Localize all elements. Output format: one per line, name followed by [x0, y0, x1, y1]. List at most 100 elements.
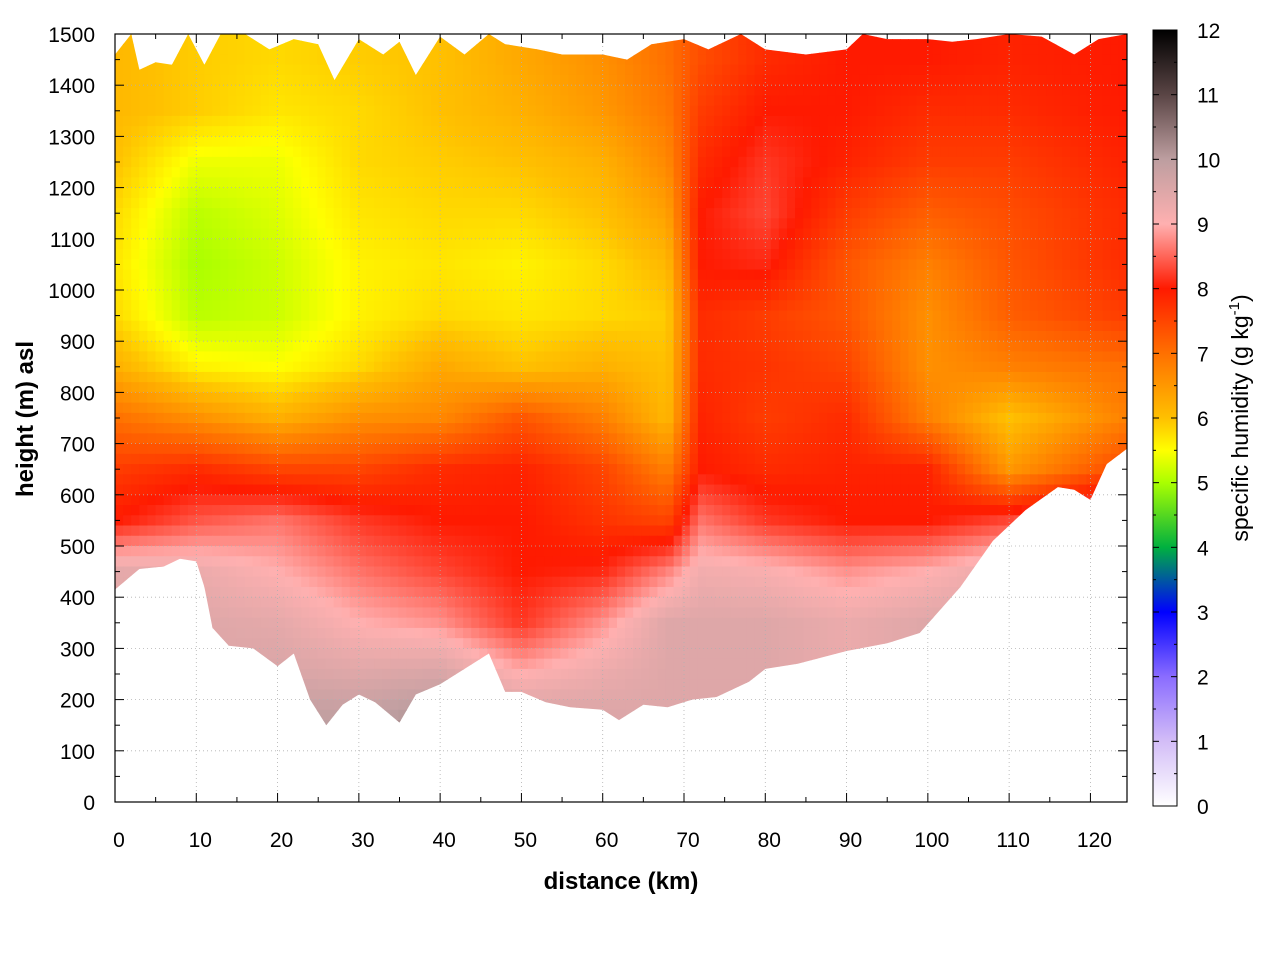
heatmap-cell [600, 371, 610, 383]
heatmap-cell [1037, 167, 1047, 178]
heatmap-cell [285, 228, 294, 240]
heatmap-cell [390, 433, 399, 445]
heatmap-cell [455, 423, 464, 434]
heatmap-cell [365, 392, 375, 404]
heatmap-cell [1086, 136, 1096, 148]
heatmap-cell [1029, 187, 1039, 199]
heatmap-cell [819, 105, 829, 117]
heatmap-cell [1078, 218, 1088, 230]
heatmap-cell [293, 228, 302, 240]
heatmap-cell [212, 310, 221, 322]
heatmap-cell [163, 115, 173, 127]
heatmap-cell [471, 392, 480, 404]
heatmap-cell [187, 64, 197, 76]
heatmap-cell [600, 54, 610, 66]
heatmap-cell [325, 208, 335, 219]
heatmap-cell [714, 382, 723, 393]
heatmap-cell [187, 197, 197, 209]
heatmap-cell [859, 290, 869, 301]
heatmap-cell [722, 290, 731, 301]
heatmap-cell [260, 259, 270, 271]
heatmap-cell [827, 126, 837, 137]
heatmap-cell [374, 433, 383, 445]
heatmap-cell [276, 85, 286, 97]
heatmap-cell [851, 208, 861, 219]
heatmap-cell [900, 341, 910, 353]
heatmap-cell [584, 361, 594, 373]
heatmap-cell [430, 330, 440, 342]
heatmap-cell [997, 361, 1007, 373]
heatmap-cell [576, 423, 586, 434]
heatmap-cell [924, 361, 934, 373]
heatmap-cell [673, 34, 683, 45]
heatmap-cell [495, 423, 505, 434]
heatmap-cell [430, 290, 440, 301]
heatmap-cell [1102, 279, 1112, 291]
heatmap-cell [544, 371, 553, 383]
heatmap-cell [147, 259, 157, 271]
heatmap-cell [1005, 167, 1015, 178]
heatmap-cell [616, 85, 626, 97]
heatmap-cell [309, 249, 318, 260]
heatmap-cell [147, 351, 157, 363]
heatmap-cell [1005, 34, 1015, 45]
heatmap-cell [349, 34, 359, 45]
heatmap-cell [997, 392, 1007, 404]
heatmap-cell [738, 361, 748, 373]
heatmap-cell [115, 290, 124, 301]
heatmap-cell [195, 382, 205, 393]
heatmap-cell [1029, 279, 1039, 291]
heatmap-cell [535, 44, 545, 56]
heatmap-cell [625, 423, 634, 434]
heatmap-cell [1054, 279, 1063, 291]
heatmap-cell [932, 310, 942, 322]
heatmap-cell [981, 54, 990, 66]
heatmap-cell [252, 423, 262, 434]
heatmap-cell [519, 300, 529, 312]
heatmap-cell [374, 156, 383, 168]
heatmap-cell [325, 341, 335, 353]
heatmap-cell [430, 371, 440, 383]
heatmap-cell [803, 167, 812, 178]
heatmap-cell [892, 259, 901, 271]
heatmap-cell [301, 126, 310, 137]
heatmap-cell [268, 382, 278, 393]
heatmap-cell [179, 402, 189, 414]
heatmap-cell [616, 228, 626, 240]
heatmap-cell [762, 330, 772, 342]
heatmap-cell [600, 330, 610, 342]
heatmap-cell [754, 382, 764, 393]
heatmap-cell [876, 167, 885, 178]
heatmap-cell [1086, 300, 1096, 312]
heatmap-cell [317, 64, 327, 76]
heatmap-cell [139, 259, 148, 271]
heatmap-cell [179, 392, 189, 404]
heatmap-cell [260, 238, 270, 250]
heatmap-cell [495, 54, 505, 66]
heatmap-cell [892, 228, 901, 240]
heatmap-cell [722, 136, 731, 148]
heatmap-cell [730, 156, 739, 168]
heatmap-cell [309, 238, 318, 250]
heatmap-cell [762, 64, 772, 76]
heatmap-cell [795, 167, 804, 178]
heatmap-cell [746, 208, 756, 219]
heatmap-cell [1046, 95, 1055, 107]
heatmap-cell [212, 259, 221, 271]
heatmap-cell [1021, 249, 1031, 260]
heatmap-cell [446, 290, 456, 301]
heatmap-cell [633, 341, 642, 353]
heatmap-cell [535, 290, 545, 301]
heatmap-cell [1102, 290, 1112, 301]
heatmap-cell [989, 208, 999, 219]
heatmap-cell [778, 392, 788, 404]
heatmap-cell [1046, 156, 1055, 168]
heatmap-cell [1078, 105, 1088, 117]
heatmap-cell [584, 54, 594, 66]
heatmap-cell [1029, 177, 1039, 189]
heatmap-cell [981, 290, 990, 301]
heatmap-cell [981, 74, 990, 86]
heatmap-cell [1062, 290, 1071, 301]
heatmap-cell [1118, 269, 1127, 281]
heatmap-cell [576, 361, 586, 373]
